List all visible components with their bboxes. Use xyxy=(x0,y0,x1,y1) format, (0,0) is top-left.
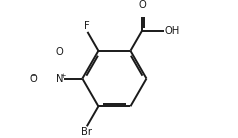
Text: Br: Br xyxy=(81,127,92,137)
Text: N: N xyxy=(55,74,63,83)
Text: F: F xyxy=(84,21,90,31)
Text: O: O xyxy=(138,0,146,10)
Text: O: O xyxy=(55,47,63,57)
Text: −: − xyxy=(31,73,36,79)
Text: O: O xyxy=(29,74,37,83)
Text: OH: OH xyxy=(164,26,180,36)
Text: +: + xyxy=(60,73,65,79)
